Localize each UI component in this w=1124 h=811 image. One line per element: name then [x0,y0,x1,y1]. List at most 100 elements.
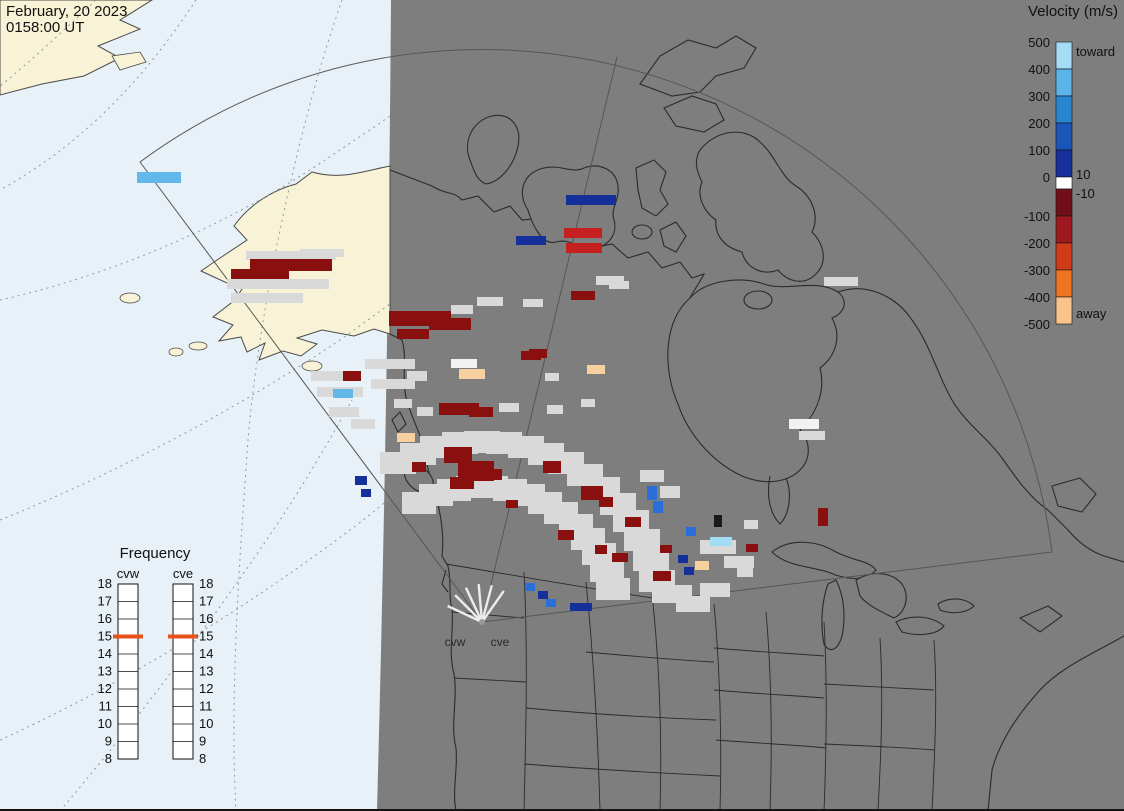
tick-label: 15 [98,629,112,644]
velocity-bar-segments: 500 400 300 200 100 0 -100 -200 -300 -400 -500 10 -1… [1024,35,1115,332]
radar-echo-cell [710,537,732,546]
tick-label: 12 [199,681,213,696]
radar-echo-cell [506,500,518,508]
radar-echo-cell [799,431,825,440]
radar-echo-cell [412,462,426,472]
radar-echo-cell [724,556,754,568]
radar-echo-cell [547,405,563,414]
newfoundland [1051,477,1097,513]
tick-label: away [1076,306,1107,321]
radar-echo-cell [329,407,359,417]
radar-echo-cell [676,596,710,612]
frequency-column-cve: cve [173,566,193,581]
tick-label: 10 [1076,167,1090,182]
king-william-island [631,224,653,240]
radar-echo-cell [451,305,473,314]
radar-echo-cell [570,603,592,611]
queen-charlotte-islands [391,411,407,433]
radar-echo-cell [137,172,181,183]
radar-echo-cell [246,251,336,260]
aleutian-island [188,341,208,351]
lake-superior [771,541,877,580]
radar-label-cvw: cvw [445,635,466,649]
radar-echo-cell [429,318,471,330]
radar-echo-cell [558,530,574,540]
tick-label: -300 [1024,263,1050,278]
radar-echo-cell [596,578,630,600]
radar-echo-cell [499,403,519,412]
radar-beam-spoke [480,584,493,623]
radar-echo-cell [590,560,624,582]
timestamp: February, 20 2023 0158:00 UT [6,3,127,36]
radar-site-marker [479,619,485,625]
tick-label: -100 [1024,209,1050,224]
tick-label: 14 [199,646,213,661]
radar-echo-cell [227,279,329,289]
radar-echo-cell [714,515,722,527]
radar-echo-cell [523,299,543,307]
baffin-island [695,131,824,282]
radar-echo-cell [625,517,641,527]
tick-label: 17 [98,594,112,609]
tick-label: 9 [199,734,206,749]
radar-echo-cell [365,359,395,369]
radar-echo-cell [407,371,427,381]
radar-fov [139,49,1053,623]
island-outline [119,292,141,304]
radar-echo-cell [469,407,493,417]
aleutian-island [168,347,184,357]
radar-echo-cell [566,195,616,205]
radar-echo-cell [596,276,624,285]
radar-beam-spoke [481,590,505,623]
tick-label: 12 [98,681,112,696]
radar-echo-cell [300,249,344,257]
radar-echo-cell [343,371,361,381]
tick-label: -400 [1024,290,1050,305]
chukotka-landmass [0,0,153,96]
radar-echo-cell [450,477,474,489]
radar-echo-cell [355,476,367,485]
lake-michigan [821,579,845,651]
radar-echo-cell [660,545,672,553]
radar-beam-spoke [447,604,483,624]
labrador-coast [837,288,1124,563]
radar-echo-cell [746,544,758,552]
tick-label: 10 [199,716,213,731]
tick-label: 18 [98,576,112,591]
radar-echo-cell [351,419,375,429]
radar-echo-cell [543,461,561,473]
radar-echo-cell [818,508,828,526]
radar-echo-cell [564,228,602,238]
radar-echo-cell [647,486,657,500]
tick-label: 16 [199,611,213,626]
tick-label: 300 [1028,89,1050,104]
tick-label: 16 [98,611,112,626]
somerset-island [635,159,669,217]
radar-echo-cell [686,527,696,536]
devon-island [663,95,725,133]
echo-pixels [137,172,858,612]
velocity-title: Velocity (m/s) [1028,3,1118,20]
radar-echo-cell [678,555,688,563]
tick-label: 200 [1028,116,1050,131]
lake-ontario [937,598,975,614]
radar-echo-cell [546,599,556,607]
radar-echo-cell [545,373,559,381]
lake-huron [855,573,907,619]
tick-label: 18 [199,576,213,591]
tick-label: 17 [199,594,213,609]
radar-echo-cell [459,369,485,379]
radar-echo-cell [571,291,595,300]
tick-label: 8 [105,751,112,766]
fov-left-edge [139,161,483,623]
radar-echo-cell [581,486,603,500]
frequency-title: Frequency [120,545,191,562]
frequency-legend-group: Frequency cvw cve 1817161514131211109818… [98,545,214,766]
date-label: February, 20 2023 [6,3,127,20]
radar-echo-cell [653,571,671,581]
tick-label: 100 [1028,143,1050,158]
radar-beam-spoke [477,583,484,623]
tick-label: -500 [1024,317,1050,332]
tick-label: 15 [199,629,213,644]
radar-echo-cell [612,553,628,562]
